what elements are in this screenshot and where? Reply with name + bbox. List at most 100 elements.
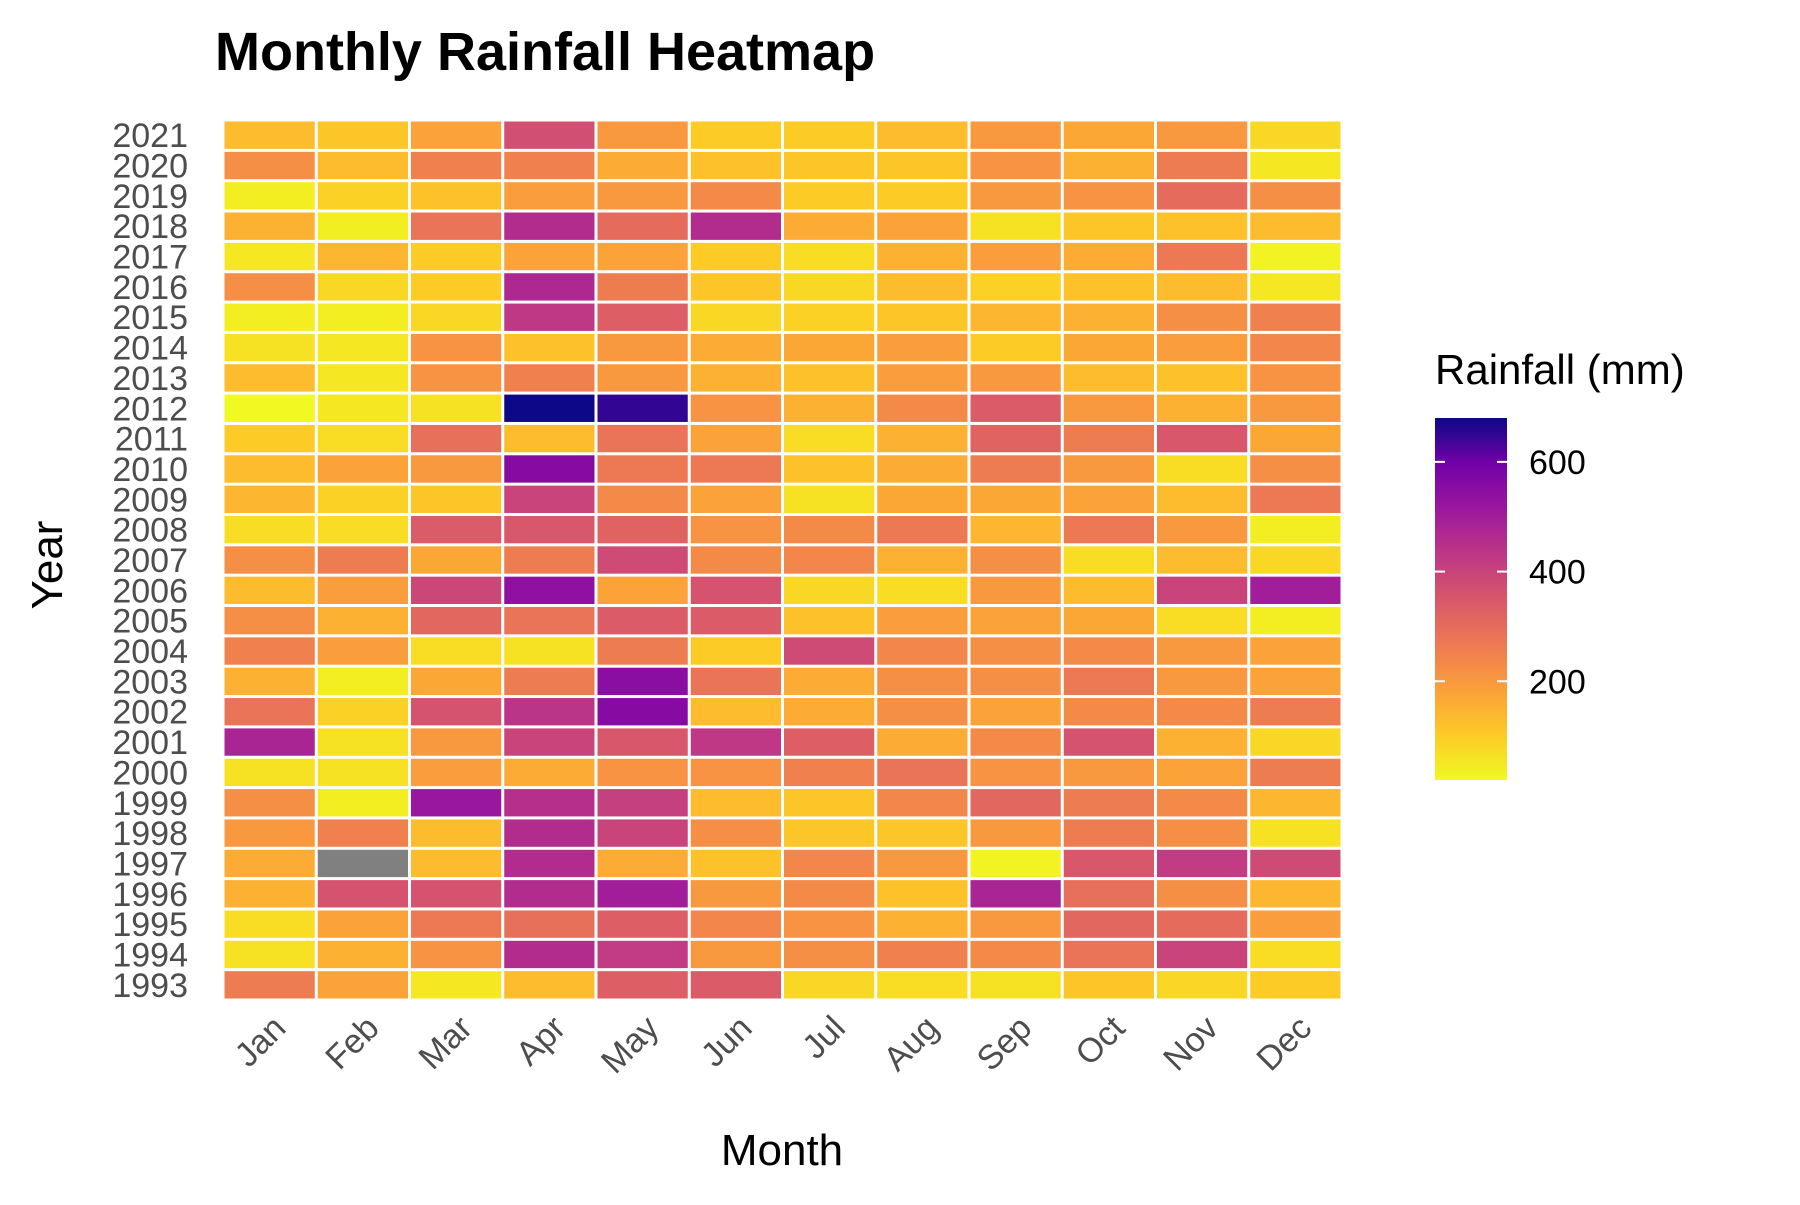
heatmap-cell-2021-sep [970, 121, 1061, 149]
heatmap-cell-1996-apr [504, 880, 595, 908]
heatmap-cell-1997-apr [504, 849, 595, 878]
heatmap-cell-2008-apr [504, 515, 595, 544]
heatmap-cell-2011-jun [690, 424, 781, 453]
heatmap-cell-2007-nov [1157, 546, 1248, 574]
heatmap-cell-2009-aug [877, 485, 968, 513]
heatmap-cell-2001-jun [690, 728, 781, 756]
heatmap-cell-2004-may [597, 637, 688, 665]
heatmap-cell-1994-may [597, 940, 688, 969]
colorbar [1435, 418, 1507, 780]
heatmap-cell-2017-oct [1063, 242, 1154, 271]
heatmap-cell-2017-may [597, 242, 688, 271]
heatmap-cell-2008-feb [317, 515, 408, 544]
heatmap-cell-2020-dec [1250, 151, 1341, 180]
heatmap-cell-2001-feb [317, 728, 408, 756]
heatmap-cell-2008-dec [1250, 515, 1341, 544]
heatmap-cell-2015-mar [411, 303, 502, 331]
heatmap-cell-1993-jun [690, 971, 781, 999]
chart-title: Monthly Rainfall Heatmap [215, 22, 875, 82]
heatmap-cell-2014-may [597, 333, 688, 362]
heatmap-cell-2007-aug [877, 546, 968, 574]
heatmap-cell-2021-may [597, 121, 688, 149]
heatmap-cell-2021-apr [504, 121, 595, 149]
heatmap-cell-2000-jan [224, 758, 315, 787]
heatmap-cell-1993-feb [317, 971, 408, 999]
heatmap-cell-2016-feb [317, 273, 408, 301]
heatmap-cell-2021-nov [1157, 121, 1248, 149]
heatmap-cell-2021-aug [877, 121, 968, 149]
heatmap-cell-1997-aug [877, 849, 968, 878]
heatmap-cell-1999-dec [1250, 789, 1341, 817]
heatmap-cell-2013-dec [1250, 364, 1341, 392]
heatmap-cell-1999-oct [1063, 789, 1154, 817]
heatmap-cell-2005-may [597, 607, 688, 635]
y-tick-label: 2018 [112, 208, 188, 246]
heatmap-cell-1997-jan [224, 849, 315, 878]
heatmap-cell-2015-nov [1157, 303, 1248, 331]
heatmap-cell-2005-feb [317, 607, 408, 635]
y-tick-label: 2020 [112, 148, 188, 186]
heatmap-cell-1998-dec [1250, 819, 1341, 847]
heatmap-cell-2016-aug [877, 273, 968, 301]
heatmap-cell-1994-mar [411, 940, 502, 969]
heatmap-cell-2004-feb [317, 637, 408, 665]
heatmap-cell-2019-jun [690, 182, 781, 210]
heatmap-cell-2015-may [597, 303, 688, 331]
heatmap-cell-2014-mar [411, 333, 502, 362]
heatmap-cell-2011-sep [970, 424, 1061, 453]
heatmap-cell-2013-apr [504, 364, 595, 392]
heatmap-cell-2005-nov [1157, 607, 1248, 635]
heatmap-cell-2001-sep [970, 728, 1061, 756]
heatmap-cell-2007-apr [504, 546, 595, 574]
heatmap-cell-2011-apr [504, 424, 595, 453]
x-tick-label: Aug [876, 1009, 946, 1079]
heatmap-cell-1999-aug [877, 789, 968, 817]
heatmap-cell-2006-sep [970, 576, 1061, 605]
heatmap-cell-2008-jul [784, 515, 875, 544]
heatmap-cell-2015-feb [317, 303, 408, 331]
heatmap-cell-2012-oct [1063, 394, 1154, 422]
heatmap-cell-1996-jul [784, 880, 875, 908]
heatmap-cell-2006-oct [1063, 576, 1154, 605]
y-tick-label: 2006 [112, 572, 188, 610]
heatmap-cell-1994-sep [970, 940, 1061, 969]
heatmap-cell-2013-aug [877, 364, 968, 392]
heatmap-cell-1993-oct [1063, 971, 1154, 999]
heatmap-cell-2015-oct [1063, 303, 1154, 331]
heatmap-cell-2003-feb [317, 667, 408, 696]
heatmap-cell-2019-may [597, 182, 688, 210]
heatmap-cell-2013-sep [970, 364, 1061, 392]
y-tick-label: 2011 [115, 421, 188, 459]
heatmap-cell-2000-mar [411, 758, 502, 787]
heatmap-cell-2004-jul [784, 637, 875, 665]
heatmap-cell-2003-aug [877, 667, 968, 696]
heatmap-cell-2006-aug [877, 576, 968, 605]
heatmap-cell-2012-feb [317, 394, 408, 422]
heatmap-cell-2006-feb [317, 576, 408, 605]
y-tick-label: 1993 [112, 967, 188, 1005]
heatmap-cell-2019-apr [504, 182, 595, 210]
heatmap-cell-2008-jun [690, 515, 781, 544]
heatmap-cell-2020-jun [690, 151, 781, 180]
heatmap-cell-2009-feb [317, 485, 408, 513]
heatmap-cell-2007-feb [317, 546, 408, 574]
heatmap-cell-2016-apr [504, 273, 595, 301]
heatmap-cell-2010-feb [317, 455, 408, 483]
heatmap-cell-2019-mar [411, 182, 502, 210]
heatmap-cell-1998-sep [970, 819, 1061, 847]
heatmap-cell-2019-dec [1250, 182, 1341, 210]
heatmap-cell-2011-feb [317, 424, 408, 453]
heatmap-cell-1995-nov [1157, 910, 1248, 938]
heatmap-cell-2011-nov [1157, 424, 1248, 453]
heatmap-cell-1999-apr [504, 789, 595, 817]
heatmap-cell-2019-sep [970, 182, 1061, 210]
heatmap-cell-1994-jun [690, 940, 781, 969]
heatmap-cell-2000-dec [1250, 758, 1341, 787]
heatmap-cell-2009-dec [1250, 485, 1341, 513]
heatmap-cell-2017-jan [224, 242, 315, 271]
heatmap-cell-2013-nov [1157, 364, 1248, 392]
colorbar-ticks: 200 400 600 [1435, 444, 1586, 701]
x-tick-label: Oct [1068, 1008, 1133, 1073]
heatmap-cell-2001-mar [411, 728, 502, 756]
